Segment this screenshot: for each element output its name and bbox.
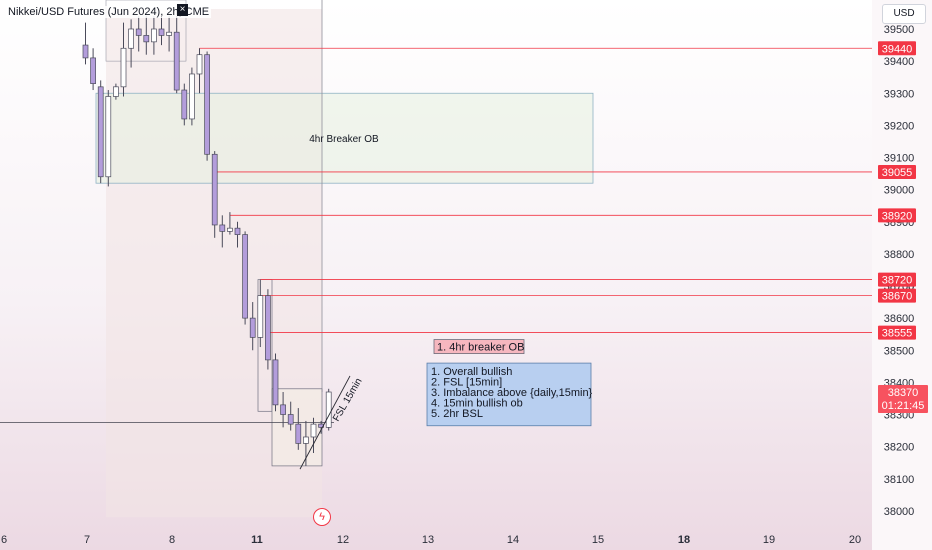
countdown-label: 01:21:45	[882, 400, 925, 412]
time-tick: 11	[251, 534, 263, 546]
candle-body	[204, 54, 210, 155]
current-price-bg	[878, 385, 928, 414]
symbol-title[interactable]: Nikkei/USD Futures (Jun 2024), 2h, CME	[6, 6, 212, 18]
time-tick: 18	[678, 534, 690, 546]
candle-body	[90, 57, 96, 84]
zone-label: 4hr Breaker OB	[309, 134, 379, 145]
candle-body	[97, 86, 104, 178]
time-axis	[0, 532, 872, 550]
breaker-ob-zone	[95, 92, 594, 184]
candle-body	[325, 391, 332, 428]
note-breaker-text: 1. 4hr breaker OB	[437, 342, 524, 354]
price-tick: 39400	[884, 56, 915, 68]
candle-body	[181, 89, 188, 120]
price-tick: 38500	[884, 345, 915, 357]
candle-body	[272, 359, 279, 406]
price-tick: 39300	[884, 88, 915, 100]
price-tick: 39500	[884, 24, 915, 36]
level-label: 38920	[882, 210, 913, 222]
level-label-bg	[878, 272, 916, 287]
price-tick: 38600	[884, 313, 915, 325]
price-tick: 38100	[884, 474, 915, 486]
candle-body	[143, 35, 150, 43]
candle-body	[219, 224, 226, 232]
time-tick: 13	[422, 534, 434, 546]
time-tick: 20	[849, 534, 861, 546]
price-tick: 39100	[884, 153, 915, 165]
currency-button[interactable]: USD	[882, 4, 926, 24]
candle-body	[105, 96, 112, 178]
price-tick: 39200	[884, 120, 915, 132]
candle-body	[295, 423, 302, 444]
checklist-line: 2. FSL [15min]	[431, 377, 502, 389]
candle-body	[287, 414, 294, 425]
trendline-label: FSL 15min	[331, 376, 365, 423]
time-tick: 8	[169, 534, 175, 546]
candle-body	[227, 227, 233, 232]
candle-body	[166, 31, 172, 36]
candle-body	[158, 28, 165, 36]
candle-body	[82, 44, 89, 59]
candle-body	[257, 295, 264, 338]
candle-body	[135, 28, 142, 36]
time-tick: 7	[84, 534, 90, 546]
time-tick: 12	[337, 534, 349, 546]
candle-body	[173, 31, 180, 91]
candle-body	[196, 54, 203, 75]
candle-body	[128, 28, 134, 49]
candle-body	[151, 28, 157, 43]
candle-body	[189, 73, 195, 120]
candle-body	[303, 436, 309, 444]
candle-body	[265, 295, 271, 361]
time-tick: 19	[763, 534, 775, 546]
level-label: 38720	[882, 275, 913, 287]
time-tick: 14	[507, 534, 519, 546]
lightning-icon[interactable]: ϟ	[313, 508, 331, 526]
note-checklist-box	[426, 362, 592, 427]
current-price-label: 38370	[888, 387, 919, 399]
time-tick: 6	[1, 534, 7, 546]
level-label-bg	[878, 288, 916, 303]
price-tick: 38800	[884, 249, 915, 261]
candle-body	[113, 86, 119, 97]
checklist-line: 5. 2hr BSL	[431, 408, 483, 420]
candle-body	[280, 404, 286, 415]
candle-body	[249, 317, 256, 338]
level-label-bg	[878, 164, 916, 179]
checklist-line: 3. Imbalance above {daily,15min}	[431, 387, 593, 399]
level-label: 38670	[882, 291, 913, 303]
level-label-bg	[878, 325, 916, 340]
price-tick: 38200	[884, 442, 915, 454]
note-breaker-box	[433, 339, 525, 354]
box-outline-top	[105, 0, 187, 62]
checklist-line: 1. Overall bullish	[431, 366, 512, 378]
level-label: 39055	[882, 167, 913, 179]
level-label-bg	[878, 41, 916, 56]
fsl-trendline	[299, 375, 351, 470]
time-tick: 15	[592, 534, 604, 546]
level-label: 38555	[882, 328, 913, 340]
checklist-line: 4. 15min bullish ob	[431, 398, 523, 410]
close-icon[interactable]: ×	[177, 4, 188, 16]
candle-body	[234, 227, 241, 235]
candle-body	[310, 423, 317, 438]
candle-body	[211, 153, 218, 226]
candle-body	[242, 234, 248, 319]
level-label: 39440	[882, 43, 913, 55]
level-label-bg	[878, 208, 916, 223]
candle-body	[120, 47, 127, 88]
price-tick: 38000	[884, 506, 915, 518]
price-tick: 39000	[884, 185, 915, 197]
